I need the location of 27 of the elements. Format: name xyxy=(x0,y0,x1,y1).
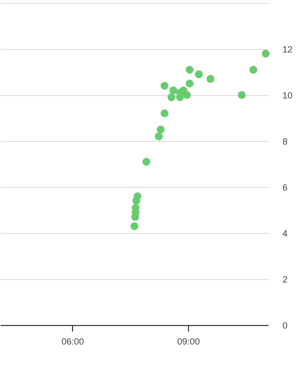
point xyxy=(156,126,165,134)
y-tick-label: 4 xyxy=(282,228,288,238)
point xyxy=(130,222,138,230)
point xyxy=(170,86,178,94)
y-tick-label: 10 xyxy=(282,90,293,100)
point xyxy=(131,213,140,221)
point xyxy=(186,66,194,74)
y-tick-label: 0 xyxy=(282,320,288,330)
point xyxy=(238,91,246,99)
point xyxy=(262,50,270,58)
x-tick-label: 06:00 xyxy=(61,336,84,346)
point xyxy=(160,110,168,118)
point xyxy=(183,91,191,99)
x-tick-label: 09:00 xyxy=(177,336,200,346)
point xyxy=(154,132,163,140)
y-tick-label: 8 xyxy=(282,136,288,146)
point xyxy=(186,80,194,88)
y-tick-label: 12 xyxy=(282,44,293,54)
point xyxy=(206,75,214,83)
y-tick-label: 2 xyxy=(282,274,288,284)
point xyxy=(160,82,168,90)
point xyxy=(168,93,176,102)
point xyxy=(195,70,203,78)
point xyxy=(142,158,150,166)
y-tick-label: 6 xyxy=(282,182,288,192)
point xyxy=(249,66,258,74)
point xyxy=(132,196,140,205)
